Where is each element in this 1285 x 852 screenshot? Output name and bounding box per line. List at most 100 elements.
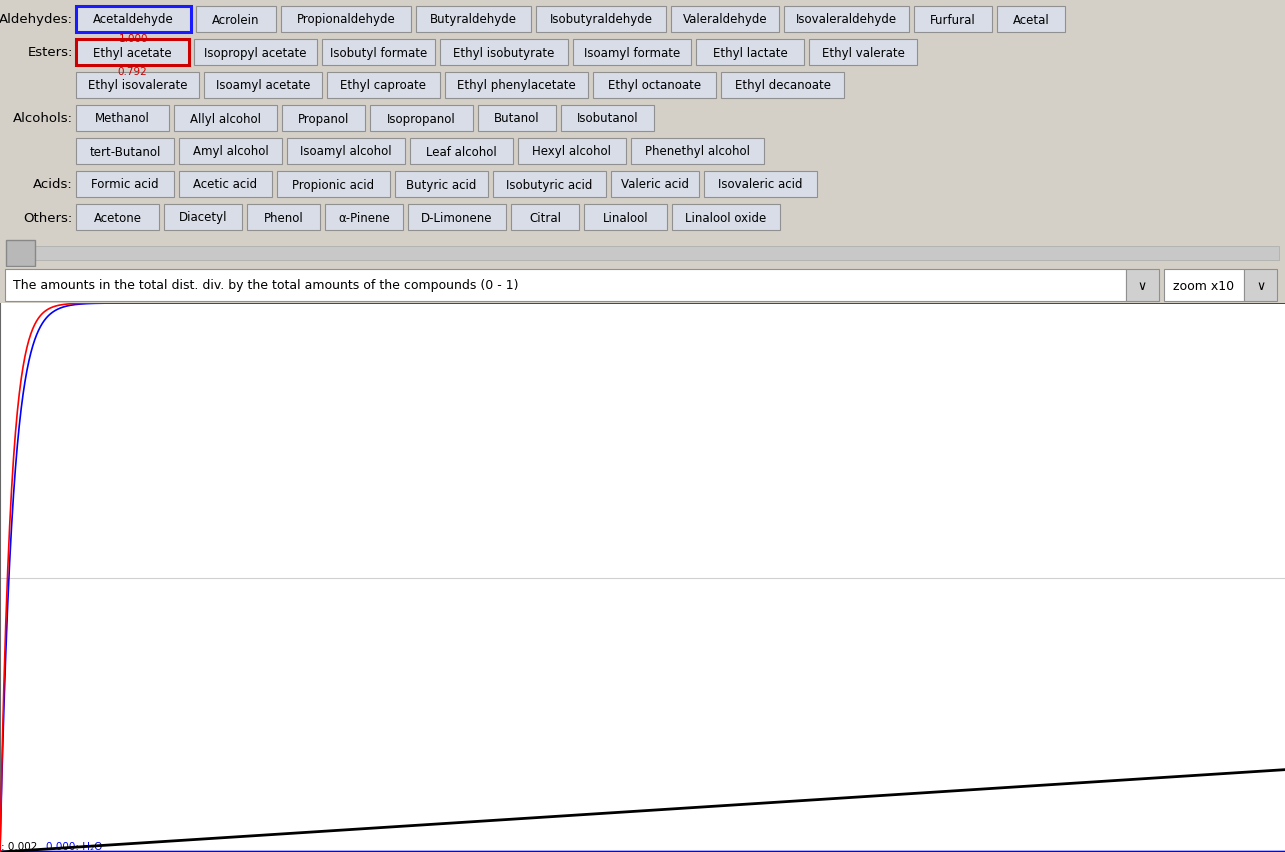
Text: Isobutyric acid: Isobutyric acid — [506, 178, 592, 192]
Text: Acetaldehyde: Acetaldehyde — [93, 14, 173, 26]
Text: Linalool oxide: Linalool oxide — [685, 211, 767, 224]
FancyBboxPatch shape — [511, 204, 580, 231]
Text: Isoamyl alcohol: Isoamyl alcohol — [301, 146, 392, 158]
Text: Diacetyl: Diacetyl — [179, 211, 227, 224]
FancyBboxPatch shape — [536, 7, 666, 33]
Text: Leaf alcohol: Leaf alcohol — [427, 146, 497, 158]
FancyBboxPatch shape — [204, 73, 323, 99]
FancyBboxPatch shape — [194, 40, 317, 66]
FancyBboxPatch shape — [281, 106, 365, 132]
Text: Ethyl isovalerate: Ethyl isovalerate — [87, 79, 188, 92]
FancyBboxPatch shape — [76, 106, 170, 132]
FancyBboxPatch shape — [914, 7, 992, 33]
FancyBboxPatch shape — [409, 204, 506, 231]
FancyBboxPatch shape — [1126, 270, 1159, 302]
Text: Ethyl lactate: Ethyl lactate — [713, 47, 788, 60]
FancyBboxPatch shape — [76, 7, 191, 33]
Text: Linalool: Linalool — [603, 211, 649, 224]
FancyBboxPatch shape — [326, 73, 439, 99]
Text: Ethyl caproate: Ethyl caproate — [341, 79, 427, 92]
FancyBboxPatch shape — [573, 40, 691, 66]
FancyBboxPatch shape — [6, 241, 35, 267]
FancyBboxPatch shape — [810, 40, 917, 66]
FancyBboxPatch shape — [478, 106, 556, 132]
FancyBboxPatch shape — [672, 204, 780, 231]
FancyBboxPatch shape — [583, 204, 667, 231]
Text: Alcohols:: Alcohols: — [13, 112, 73, 125]
Text: zoom x10: zoom x10 — [1173, 279, 1235, 292]
Text: Acetal: Acetal — [1013, 14, 1050, 26]
Text: Acrolein: Acrolein — [212, 14, 260, 26]
FancyBboxPatch shape — [179, 172, 272, 198]
FancyBboxPatch shape — [281, 7, 411, 33]
Text: Esters:: Esters: — [27, 47, 73, 60]
Text: Aldehydes:: Aldehydes: — [0, 14, 73, 26]
Text: Others:: Others: — [23, 211, 73, 224]
Text: Formic acid: Formic acid — [91, 178, 159, 192]
Text: Isobutyraldehyde: Isobutyraldehyde — [550, 14, 653, 26]
Text: Isoamyl acetate: Isoamyl acetate — [216, 79, 310, 92]
Text: ∨: ∨ — [1137, 279, 1148, 292]
Text: Propionic acid: Propionic acid — [293, 178, 374, 192]
Text: Ethyl phenylacetate: Ethyl phenylacetate — [457, 79, 576, 92]
FancyBboxPatch shape — [518, 139, 626, 164]
FancyBboxPatch shape — [247, 204, 320, 231]
Text: Methanol: Methanol — [95, 112, 150, 125]
FancyBboxPatch shape — [1164, 270, 1244, 302]
FancyBboxPatch shape — [696, 40, 804, 66]
Text: tert-Butanol: tert-Butanol — [90, 146, 161, 158]
Text: Ethyl octanoate: Ethyl octanoate — [608, 79, 702, 92]
FancyBboxPatch shape — [278, 172, 391, 198]
FancyBboxPatch shape — [631, 139, 765, 164]
FancyBboxPatch shape — [671, 7, 779, 33]
Text: Allyl alcohol: Allyl alcohol — [190, 112, 261, 125]
Text: Isobutanol: Isobutanol — [577, 112, 639, 125]
FancyBboxPatch shape — [445, 73, 589, 99]
Text: Isovaleraldehyde: Isovaleraldehyde — [795, 14, 897, 26]
FancyBboxPatch shape — [439, 40, 568, 66]
Text: Phenol: Phenol — [263, 211, 303, 224]
FancyBboxPatch shape — [76, 204, 159, 231]
Text: Valeric acid: Valeric acid — [621, 178, 689, 192]
Text: Hexyl alcohol: Hexyl alcohol — [532, 146, 612, 158]
FancyBboxPatch shape — [370, 106, 473, 132]
Text: Butanol: Butanol — [495, 112, 540, 125]
FancyBboxPatch shape — [592, 73, 716, 99]
FancyBboxPatch shape — [197, 7, 276, 33]
Text: D-Limonene: D-Limonene — [421, 211, 492, 224]
Text: ∨: ∨ — [1255, 279, 1266, 292]
FancyBboxPatch shape — [493, 172, 607, 198]
FancyBboxPatch shape — [76, 40, 189, 66]
FancyBboxPatch shape — [76, 139, 173, 164]
Text: Propanol: Propanol — [298, 112, 350, 125]
Text: 1.000: 1.000 — [118, 34, 148, 44]
FancyBboxPatch shape — [1244, 270, 1277, 302]
FancyBboxPatch shape — [410, 139, 513, 164]
FancyBboxPatch shape — [5, 270, 1126, 302]
Text: Isoamyl formate: Isoamyl formate — [583, 47, 680, 60]
Text: Butyraldehyde: Butyraldehyde — [430, 14, 517, 26]
Text: Isopropanol: Isopropanol — [387, 112, 456, 125]
FancyBboxPatch shape — [164, 204, 242, 231]
Text: Ethyl valerate: Ethyl valerate — [821, 47, 905, 60]
Text: Furfural: Furfural — [930, 14, 975, 26]
FancyBboxPatch shape — [76, 73, 199, 99]
Text: 0.792: 0.792 — [118, 67, 148, 77]
Text: Citral: Citral — [529, 211, 562, 224]
FancyBboxPatch shape — [287, 139, 405, 164]
Text: Acids:: Acids: — [33, 178, 73, 192]
Text: 0.000: H₂O: 0.000: H₂O — [46, 841, 103, 851]
Text: The amounts in the total dist. div. by the total amounts of the compounds (0 - 1: The amounts in the total dist. div. by t… — [13, 279, 518, 292]
FancyBboxPatch shape — [323, 40, 436, 66]
FancyBboxPatch shape — [610, 172, 699, 198]
Text: Isobutyl formate: Isobutyl formate — [330, 47, 427, 60]
Text: Acetic acid: Acetic acid — [194, 178, 257, 192]
Text: Ethyl acetate: Ethyl acetate — [94, 47, 172, 60]
FancyBboxPatch shape — [6, 247, 1279, 261]
FancyBboxPatch shape — [76, 172, 173, 198]
FancyBboxPatch shape — [394, 172, 488, 198]
FancyBboxPatch shape — [997, 7, 1065, 33]
FancyBboxPatch shape — [325, 204, 403, 231]
Text: Ethyl decanoate: Ethyl decanoate — [735, 79, 830, 92]
Text: Ethyl isobutyrate: Ethyl isobutyrate — [454, 47, 555, 60]
